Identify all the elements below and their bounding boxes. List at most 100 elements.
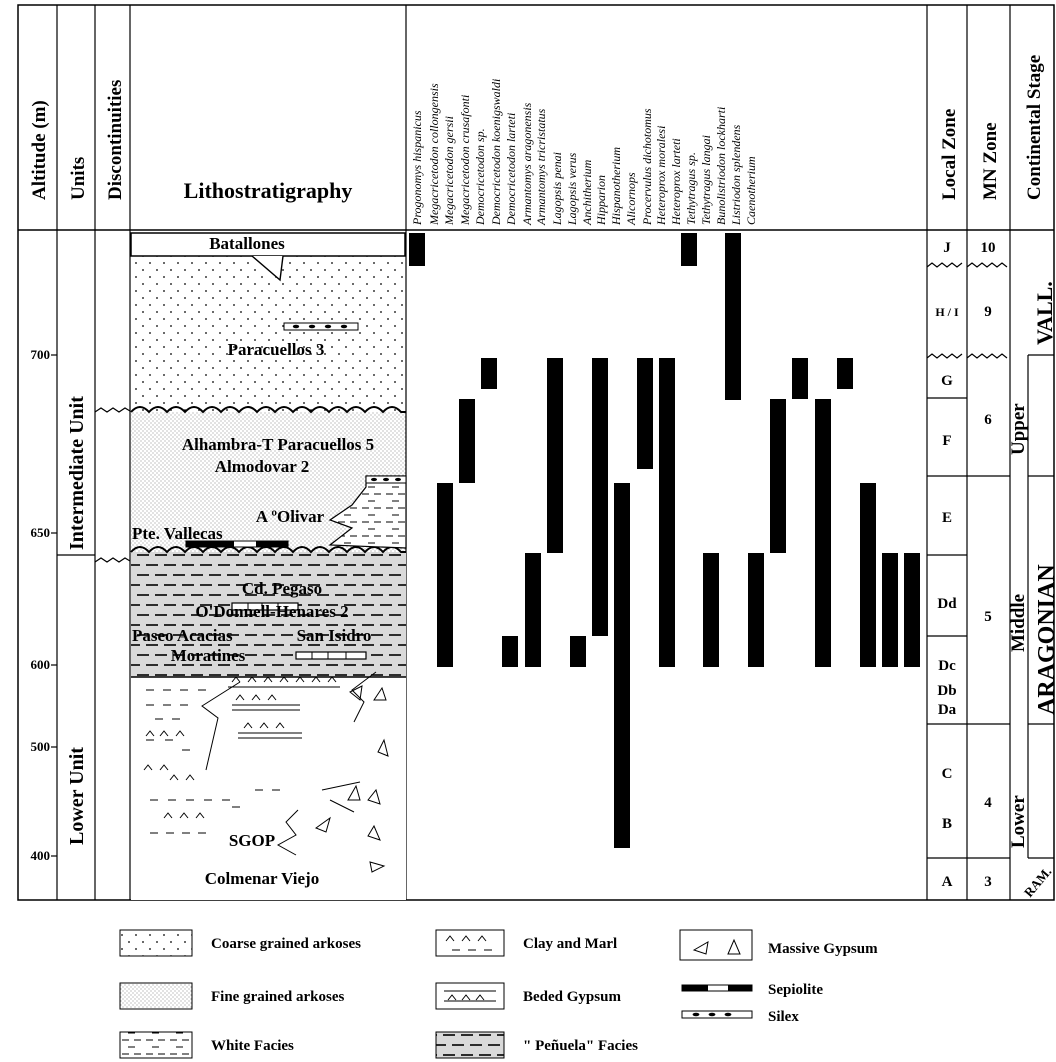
taxon-range-bar (815, 399, 831, 667)
taxon-range-bar (459, 399, 475, 483)
header-altitude: Altitude (m) (29, 100, 50, 200)
legend-fine: Fine grained arkoses (119, 982, 344, 1010)
taxon-label: Alicornops (624, 172, 638, 226)
svg-text:" Peñuela" Facies: " Peñuela" Facies (523, 1038, 638, 1054)
taxon-label: Caenotherium (744, 156, 758, 225)
svg-text:Fine grained arkoses: Fine grained arkoses (211, 989, 344, 1005)
taxon-range-bar (837, 358, 853, 389)
locality-acacias: Paseo Acacias (132, 626, 233, 645)
taxon-range-bar (525, 553, 541, 667)
local-zone-db: Db (937, 683, 956, 699)
locality-moratines: Moratines (171, 646, 246, 665)
local-zone-hi: H / I (935, 305, 959, 319)
svg-text:Clay and Marl: Clay and Marl (523, 936, 617, 952)
legend-penuela: " Peñuela" Facies (435, 1031, 638, 1059)
locality-colmenar: Colmenar Viejo (205, 869, 319, 888)
taxon-label: Armantomys aragonensis (520, 102, 534, 226)
taxon-label: Democricetodon larteti (504, 113, 518, 226)
taxon-label: Megacricetodon crusafonti (458, 95, 472, 226)
local-zone-a: A (942, 874, 953, 890)
local-zone-b: B (942, 816, 952, 832)
mn-zone-4: 4 (984, 795, 992, 811)
local-zone-c: C (942, 766, 953, 782)
taxon-range-bar (748, 553, 764, 667)
taxon-label: Heteroprox moralesi (654, 126, 668, 226)
taxon-range-bar (502, 636, 518, 667)
header-units: Units (68, 157, 89, 200)
taxon-label: Hispanotherium (609, 147, 623, 226)
taxon-label: Progonomys hispanicus (410, 110, 424, 226)
altitude-tick-700: 700 (31, 347, 51, 362)
taxon-label: Megacricetodon collongensis (427, 83, 441, 226)
taxon-label: Lagopsis verus (565, 152, 579, 226)
svg-text:Beded Gypsum: Beded Gypsum (523, 989, 621, 1005)
taxon-range-bars (409, 233, 920, 848)
legend: Coarse grained arkoses Fine grained arko… (119, 929, 878, 1059)
locality-paracuellos3: Paracuellos 3 (228, 340, 325, 359)
taxon-range-bar (637, 358, 653, 469)
mn-zone-3: 3 (984, 874, 992, 890)
mn-zone-dividers (966, 262, 1010, 859)
stage-dividers (1027, 354, 1054, 859)
taxon-range-bar (570, 636, 586, 667)
unit-intermediate: Intermediate Unit (66, 396, 88, 550)
taxon-range-bar (792, 358, 808, 399)
taxon-range-bar (481, 358, 497, 389)
taxon-range-bar (547, 358, 563, 553)
local-zone-j: J (943, 240, 951, 256)
legend-silex: Silex (681, 1009, 799, 1025)
taxon-range-bar (860, 483, 876, 667)
altitude-tick-650: 650 (31, 525, 51, 540)
locality-alhambra: Alhambra-T Paracuellos 5 (182, 435, 374, 454)
locality-vallecas: Pte. Vallecas (132, 524, 223, 543)
svg-text:Silex: Silex (768, 1009, 799, 1025)
stage-ramblian: RAM. (1021, 864, 1055, 900)
taxon-range-bar (437, 483, 453, 667)
legend-massive: Massive Gypsum (679, 929, 878, 961)
stage-middle: Middle (1008, 594, 1029, 652)
taxon-range-bar (681, 233, 697, 266)
stage-upper: Upper (1008, 403, 1029, 455)
mn-zone-6: 6 (984, 412, 992, 428)
svg-text:Sepiolite: Sepiolite (768, 982, 823, 998)
header-mn-zone: MN Zone (980, 122, 1001, 200)
taxon-label: Armantomys tricristatus (534, 108, 548, 226)
header-continental-stage: Continental Stage (1024, 55, 1045, 200)
taxon-label: Bunolistriodon lockharti (714, 107, 728, 225)
taxa-headers: Progonomys hispanicus Megacricetodon coll… (410, 79, 758, 226)
locality-olivar: A ºOlivar (256, 507, 325, 526)
taxon-label: Democricetodon koenigswaldi (489, 79, 503, 226)
taxon-label: Tethytragus langai (699, 135, 713, 225)
taxon-range-bar (882, 553, 898, 667)
taxon-range-bar (703, 553, 719, 667)
unit-lower: Lower Unit (66, 747, 88, 845)
altitude-tick-400: 400 (31, 848, 51, 863)
local-zone-e: E (942, 510, 952, 526)
local-zone-da: Da (938, 702, 957, 718)
legend-clay: Clay and Marl (435, 929, 617, 957)
local-zone-f: F (942, 433, 951, 449)
local-zone-dc: Dc (938, 658, 956, 674)
header-local-zone: Local Zone (939, 109, 960, 200)
svg-text:Massive Gypsum: Massive Gypsum (768, 941, 878, 957)
chart-frame (17, 4, 1055, 901)
altitude-tick-500: 500 (31, 739, 51, 754)
taxon-label: Democricetodon sp. (473, 128, 487, 226)
header-discontinuities: Discontinuities (105, 80, 126, 200)
taxon-label: Lagopsis penai (550, 152, 564, 226)
locality-almodovar: Almodovar 2 (215, 457, 310, 476)
stage-vallesian: VALL. (1032, 281, 1056, 345)
taxon-range-bar (659, 358, 675, 667)
taxon-range-bar (725, 233, 741, 400)
taxon-label: Anchitherium (580, 159, 594, 226)
stage-aragonian: ARAGONIAN (1034, 564, 1056, 715)
mn-zone-5: 5 (984, 609, 992, 625)
legend-coarse: Coarse grained arkoses (119, 929, 361, 957)
altitude-tick-600: 600 (31, 657, 51, 672)
svg-text:White Facies: White Facies (211, 1038, 294, 1054)
taxon-range-bar (409, 233, 425, 266)
taxon-range-bar (904, 553, 920, 667)
taxon-label: Listriodon splendens (729, 124, 743, 226)
taxon-range-bar (770, 399, 786, 553)
